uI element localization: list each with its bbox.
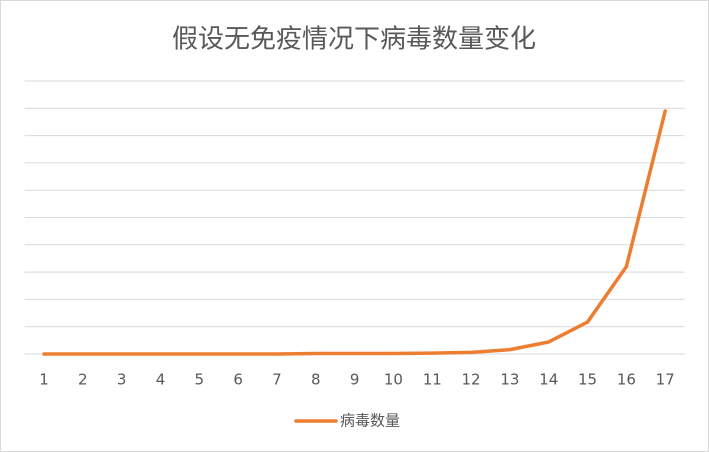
x-tick-label: 16 [617,371,636,389]
x-tick-label: 7 [272,371,282,389]
x-tick-label: 9 [350,371,360,389]
x-tick-label: 4 [156,371,166,389]
x-tick-label: 3 [117,371,127,389]
x-tick-label: 15 [578,371,597,389]
x-tick-label: 11 [423,371,442,389]
x-tick-label: 14 [539,371,558,389]
x-tick-label: 12 [462,371,481,389]
x-tick-label: 13 [500,371,519,389]
x-tick-label: 10 [384,371,403,389]
x-tick-label: 2 [78,371,88,389]
chart-title: 假设无免疫情况下病毒数量变化 [172,25,536,55]
x-tick-label: 5 [195,371,205,389]
x-tick-label: 8 [311,371,321,389]
data-line [42,109,667,356]
x-tick-label: 1 [39,371,49,389]
legend-label: 病毒数量 [340,412,400,430]
x-tick-label: 6 [233,371,243,389]
x-tick-label: 17 [656,371,675,389]
